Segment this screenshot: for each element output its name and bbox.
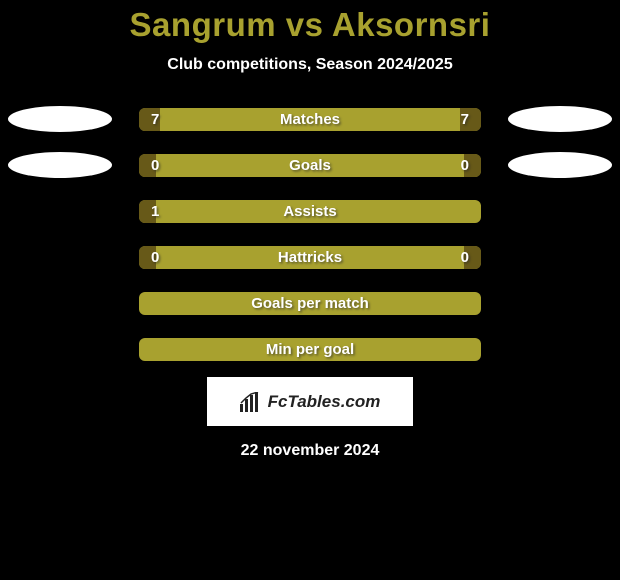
- right-value: 0: [461, 154, 469, 177]
- stat-bar: Min per goal: [139, 338, 481, 361]
- stat-row: Goals per match: [0, 292, 620, 315]
- stat-row: 00Goals: [0, 154, 620, 177]
- right-value: 7: [461, 108, 469, 131]
- left-value: 1: [151, 200, 159, 223]
- stat-bar: 1Assists: [139, 200, 481, 223]
- page-title: Sangrum vs Aksornsri: [0, 6, 620, 44]
- stat-row: Min per goal: [0, 338, 620, 361]
- chart-bars-icon: [240, 392, 262, 412]
- stat-bar: 77Matches: [139, 108, 481, 131]
- subtitle: Club competitions, Season 2024/2025: [0, 56, 620, 74]
- comparison-infographic: Sangrum vs Aksornsri Club competitions, …: [0, 0, 620, 460]
- stat-bar: 00Hattricks: [139, 246, 481, 269]
- left-ellipse: [8, 152, 112, 178]
- left-ellipse: [8, 106, 112, 132]
- left-value: 0: [151, 246, 159, 269]
- right-value: 0: [461, 246, 469, 269]
- logo: FcTables.com: [240, 392, 381, 412]
- logo-box: FcTables.com: [207, 377, 413, 426]
- stat-row: 77Matches: [0, 108, 620, 131]
- right-ellipse: [508, 152, 612, 178]
- stat-bar: Goals per match: [139, 292, 481, 315]
- stat-row: 1Assists: [0, 200, 620, 223]
- date-label: 22 november 2024: [0, 442, 620, 460]
- stat-rows: 77Matches00Goals1Assists00HattricksGoals…: [0, 108, 620, 361]
- stat-row: 00Hattricks: [0, 246, 620, 269]
- stat-bar: 00Goals: [139, 154, 481, 177]
- left-value: 7: [151, 108, 159, 131]
- logo-text: FcTables.com: [268, 392, 381, 412]
- bar-background: [139, 292, 481, 315]
- bar-background: [139, 338, 481, 361]
- bar-background: [139, 246, 481, 269]
- left-value: 0: [151, 154, 159, 177]
- bar-background: [139, 200, 481, 223]
- right-ellipse: [508, 106, 612, 132]
- bar-background: [139, 154, 481, 177]
- bar-background: [139, 108, 481, 131]
